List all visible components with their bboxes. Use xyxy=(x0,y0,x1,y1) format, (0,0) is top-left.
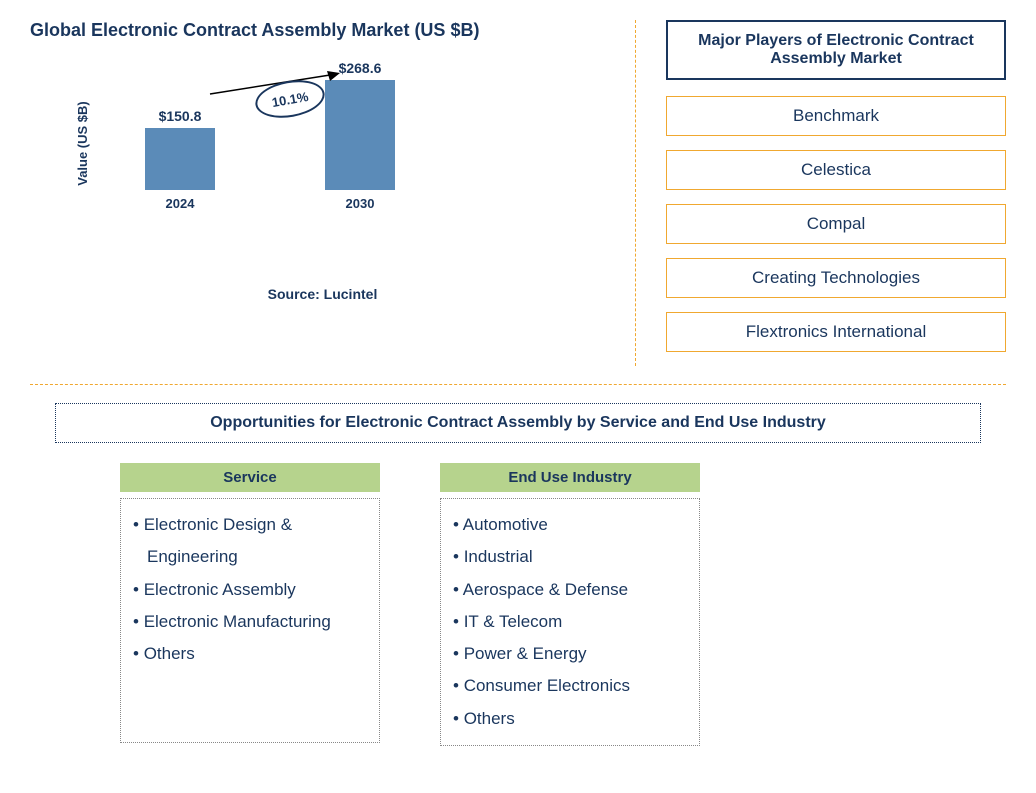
bar xyxy=(145,128,215,190)
list-item: • Electronic Design & Engineering xyxy=(133,509,367,574)
players-title: Major Players of Electronic Contract Ass… xyxy=(666,20,1006,80)
opportunities-title: Opportunities for Electronic Contract As… xyxy=(55,403,981,443)
list-item-text: Industrial xyxy=(464,547,533,566)
list-item: • IT & Telecom xyxy=(453,606,687,638)
bar-value-label: $268.6 xyxy=(339,60,382,76)
top-section: Global Electronic Contract Assembly Mark… xyxy=(0,0,1036,376)
bullet-icon: • xyxy=(453,515,463,534)
bullet-icon: • xyxy=(453,580,463,599)
player-box: Benchmark xyxy=(666,96,1006,136)
column-body: • Automotive• Industrial• Aerospace & De… xyxy=(440,498,700,746)
bullet-icon: • xyxy=(453,644,464,663)
chart-title: Global Electronic Contract Assembly Mark… xyxy=(30,20,615,41)
players-list: Benchmark Celestica Compal Creating Technol… xyxy=(666,96,1006,352)
column-header: End Use Industry xyxy=(440,463,700,492)
list-item: • Others xyxy=(133,638,367,670)
player-box: Compal xyxy=(666,204,1006,244)
bullet-icon: • xyxy=(133,644,144,663)
players-panel: Major Players of Electronic Contract Ass… xyxy=(636,20,1006,366)
list-item-text: Consumer Electronics xyxy=(464,676,630,695)
list-item: • Others xyxy=(453,703,687,735)
list-item: • Electronic Manufacturing xyxy=(133,606,367,638)
y-axis-label: Value (US $B) xyxy=(75,101,90,186)
list-item-text: Aerospace & Defense xyxy=(463,580,628,599)
growth-rate-value: 10.1% xyxy=(271,88,310,109)
opportunity-column: End Use Industry• Automotive• Industrial… xyxy=(440,463,700,746)
bullet-icon: • xyxy=(133,515,144,534)
list-item: • Automotive xyxy=(453,509,687,541)
bullet-icon: • xyxy=(453,709,464,728)
column-header: Service xyxy=(120,463,380,492)
bullet-icon: • xyxy=(453,612,464,631)
list-item-text: IT & Telecom xyxy=(464,612,563,631)
list-item-text: Automotive xyxy=(463,515,548,534)
bar-category-label: 2030 xyxy=(346,196,375,211)
opportunity-column: Service • Electronic Design & Engineering… xyxy=(120,463,380,746)
player-box: Flextronics International xyxy=(666,312,1006,352)
column-body: • Electronic Design & Engineering• Elect… xyxy=(120,498,380,743)
list-item: • Electronic Assembly xyxy=(133,574,367,606)
list-item-text: Electronic Manufacturing xyxy=(144,612,331,631)
player-box: Creating Technologies xyxy=(666,258,1006,298)
list-item: • Industrial xyxy=(453,541,687,573)
bar-group: $150.8 2024 xyxy=(135,108,225,211)
section-divider xyxy=(30,384,1006,385)
bar-value-label: $150.8 xyxy=(159,108,202,124)
list-item-text: Electronic Assembly xyxy=(144,580,296,599)
list-item-text: Others xyxy=(464,709,515,728)
bullet-icon: • xyxy=(453,547,464,566)
bullet-icon: • xyxy=(453,676,464,695)
chart-panel: Global Electronic Contract Assembly Mark… xyxy=(30,20,636,366)
list-item-text: Electronic Design & Engineering xyxy=(144,515,292,566)
bullet-icon: • xyxy=(133,612,144,631)
bar-chart: Value (US $B) 10.1% $150.82024$268.62030 xyxy=(90,71,595,251)
list-item: • Power & Energy xyxy=(453,638,687,670)
player-box: Celestica xyxy=(666,150,1006,190)
bars-area: 10.1% $150.82024$268.62030 xyxy=(90,71,450,211)
bullet-icon: • xyxy=(133,580,144,599)
list-item: • Consumer Electronics xyxy=(453,670,687,702)
list-item-text: Power & Energy xyxy=(464,644,587,663)
bar-category-label: 2024 xyxy=(166,196,195,211)
list-item: • Aerospace & Defense xyxy=(453,574,687,606)
opportunities-columns: Service • Electronic Design & Engineering… xyxy=(0,463,1036,746)
growth-annotation: 10.1% xyxy=(230,81,350,117)
source-text: Source: Lucintel xyxy=(30,286,615,302)
list-item-text: Others xyxy=(144,644,195,663)
